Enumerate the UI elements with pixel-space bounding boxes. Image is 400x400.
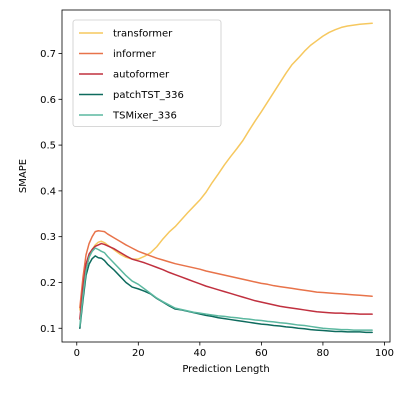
x-tick-label: 0 <box>74 348 80 359</box>
x-tick-label: 60 <box>255 348 268 359</box>
x-tick-label: 100 <box>375 348 394 359</box>
series-line-transformer <box>79 22 373 311</box>
series-line-patchtst-336 <box>79 255 373 334</box>
x-tick-label: 20 <box>132 348 145 359</box>
legend-label: TSMixer_336 <box>112 111 177 122</box>
y-tick-label: 0.5 <box>40 141 56 152</box>
y-tick-label: 0.7 <box>40 49 56 60</box>
y-tick-label: 0.1 <box>40 324 56 335</box>
series-line-informer <box>79 229 373 309</box>
series-line-tsmixer-336 <box>79 247 373 331</box>
legend-frame <box>72 19 222 127</box>
x-tick-label: 40 <box>193 348 206 359</box>
x-axis-label: Prediction Length <box>182 364 269 375</box>
legend: transformer informer autoformer patchTST_33… <box>72 19 222 127</box>
y-tick-label: 0.3 <box>40 232 56 243</box>
x-tick-label: 80 <box>317 348 330 359</box>
plot-frame <box>61 9 391 343</box>
legend-label: transformer <box>113 29 173 40</box>
y-axis-label: SMAPE <box>18 159 29 193</box>
legend-label: patchTST_336 <box>113 90 184 101</box>
y-tick-label: 0.2 <box>40 278 56 289</box>
y-tick-label: 0.4 <box>40 186 56 197</box>
legend-label: informer <box>113 49 157 60</box>
y-tick-label: 0.6 <box>40 95 56 106</box>
y-axis-ticks: 0.1 0.2 0.3 0.4 0.5 0.6 0.7 <box>40 49 62 335</box>
series-layer <box>79 22 373 334</box>
legend-label: autoformer <box>113 70 170 81</box>
series-line-autoformer <box>79 242 373 320</box>
x-axis-ticks: 0 20 40 60 80 100 <box>74 342 394 359</box>
